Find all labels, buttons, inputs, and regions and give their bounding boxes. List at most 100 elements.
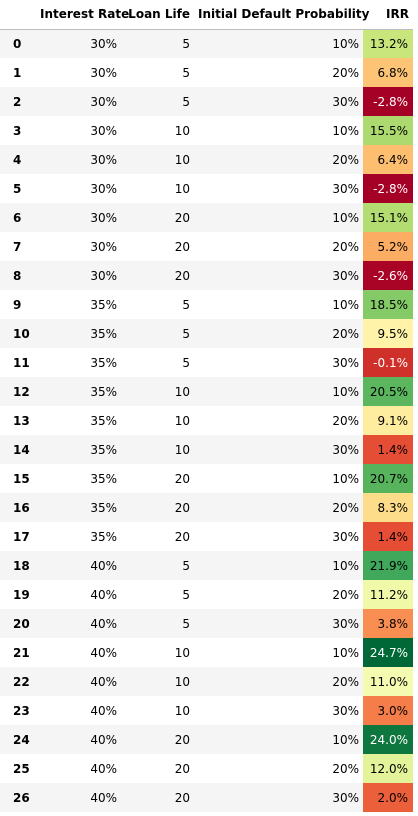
table-row: 15 35% 20 10% 20.7% xyxy=(0,464,413,493)
row-index: 7 xyxy=(13,239,22,254)
interest-rate-cell: 40% xyxy=(90,616,117,631)
interest-rate-cell: 40% xyxy=(90,645,117,660)
loan-life-cell: 20 xyxy=(174,268,190,283)
default-probability-cell: 20% xyxy=(332,152,359,167)
row-index: 15 xyxy=(13,471,30,486)
row-index: 1 xyxy=(13,65,22,80)
interest-rate-cell: 30% xyxy=(90,65,117,80)
default-probability-cell: 20% xyxy=(332,674,359,689)
default-probability-cell: 30% xyxy=(332,181,359,196)
default-probability-cell: 20% xyxy=(332,587,359,602)
irr-cell: -2.6% xyxy=(363,261,413,290)
interest-rate-cell: 35% xyxy=(90,326,117,341)
loan-life-cell: 5 xyxy=(182,326,190,341)
table-row: 0 30% 5 10% 13.2% xyxy=(0,29,413,58)
irr-cell: -2.8% xyxy=(363,174,413,203)
irr-cell: 1.4% xyxy=(363,522,413,551)
index-column-header xyxy=(0,0,36,30)
table-row: 2 30% 5 30% -2.8% xyxy=(0,87,413,116)
irr-cell: 1.4% xyxy=(363,435,413,464)
irr-cell: 2.0% xyxy=(363,783,413,812)
interest-rate-cell: 35% xyxy=(90,529,117,544)
interest-rate-cell: 30% xyxy=(90,123,117,138)
default-probability-cell: 10% xyxy=(332,36,359,51)
interest-rate-cell: 40% xyxy=(90,790,117,805)
row-index: 13 xyxy=(13,413,30,428)
irr-cell: 6.8% xyxy=(363,58,413,87)
interest-rate-cell: 35% xyxy=(90,297,117,312)
default-probability-cell: 30% xyxy=(332,703,359,718)
row-index: 4 xyxy=(13,152,22,167)
row-index: 6 xyxy=(13,210,22,225)
irr-cell: 24.0% xyxy=(363,725,413,754)
table-row: 1 30% 5 20% 6.8% xyxy=(0,58,413,87)
default-probability-cell: 20% xyxy=(332,65,359,80)
default-probability-cell: 30% xyxy=(332,529,359,544)
loan-life-cell: 5 xyxy=(182,65,190,80)
loan-life-cell: 20 xyxy=(174,790,190,805)
interest-rate-cell: 40% xyxy=(90,587,117,602)
table-row: 5 30% 10 30% -2.8% xyxy=(0,174,413,203)
row-index: 22 xyxy=(13,674,30,689)
table-row: 3 30% 10 10% 15.5% xyxy=(0,116,413,145)
irr-column-header: IRR xyxy=(363,0,413,30)
default-probability-cell: 20% xyxy=(332,239,359,254)
table-row: 25 40% 20 20% 12.0% xyxy=(0,754,413,783)
row-index: 8 xyxy=(13,268,22,283)
irr-cell: 20.7% xyxy=(363,464,413,493)
loan-life-cell: 5 xyxy=(182,36,190,51)
interest-rate-cell: 30% xyxy=(90,36,117,51)
loan-life-cell: 20 xyxy=(174,761,190,776)
table-row: 9 35% 5 10% 18.5% xyxy=(0,290,413,319)
default-probability-cell: 30% xyxy=(332,355,359,370)
row-index: 21 xyxy=(13,645,30,660)
row-index: 24 xyxy=(13,732,30,747)
default-probability-cell: 20% xyxy=(332,761,359,776)
loan-life-cell: 5 xyxy=(182,587,190,602)
irr-cell: 12.0% xyxy=(363,754,413,783)
loan-life-cell: 20 xyxy=(174,471,190,486)
table-row: 21 40% 10 10% 24.7% xyxy=(0,638,413,667)
default-probability-cell: 30% xyxy=(332,616,359,631)
irr-cell: 21.9% xyxy=(363,551,413,580)
row-index: 18 xyxy=(13,558,30,573)
irr-cell: 5.2% xyxy=(363,232,413,261)
default-probability-cell: 10% xyxy=(332,558,359,573)
row-index: 16 xyxy=(13,500,30,515)
row-index: 19 xyxy=(13,587,30,602)
default-probability-cell: 20% xyxy=(332,326,359,341)
interest-rate-cell: 40% xyxy=(90,761,117,776)
default-probability-cell: 30% xyxy=(332,268,359,283)
default-probability-cell: 10% xyxy=(332,645,359,660)
loan-life-cell: 20 xyxy=(174,732,190,747)
row-index: 25 xyxy=(13,761,30,776)
loan-life-cell: 5 xyxy=(182,297,190,312)
initial-default-probability-column-header: Initial Default Probability xyxy=(194,0,369,30)
row-index: 12 xyxy=(13,384,30,399)
table-row: 4 30% 10 20% 6.4% xyxy=(0,145,413,174)
default-probability-cell: 10% xyxy=(332,471,359,486)
irr-cell: 3.0% xyxy=(363,696,413,725)
table-row: 19 40% 5 20% 11.2% xyxy=(0,580,413,609)
loan-life-cell: 5 xyxy=(182,355,190,370)
table-row: 17 35% 20 30% 1.4% xyxy=(0,522,413,551)
row-index: 2 xyxy=(13,94,22,109)
table-row: 20 40% 5 30% 3.8% xyxy=(0,609,413,638)
loan-life-cell: 10 xyxy=(174,413,190,428)
loan-life-cell: 10 xyxy=(174,152,190,167)
table-row: 26 40% 20 30% 2.0% xyxy=(0,783,413,812)
irr-cell: 13.2% xyxy=(363,29,413,58)
loan-life-cell: 5 xyxy=(182,94,190,109)
table-row: 13 35% 10 20% 9.1% xyxy=(0,406,413,435)
row-index: 17 xyxy=(13,529,30,544)
irr-cell: 3.8% xyxy=(363,609,413,638)
loan-life-cell: 10 xyxy=(174,645,190,660)
loan-life-cell: 5 xyxy=(182,616,190,631)
loan-life-cell: 10 xyxy=(174,674,190,689)
interest-rate-cell: 30% xyxy=(90,94,117,109)
loan-life-cell: 20 xyxy=(174,210,190,225)
default-probability-cell: 10% xyxy=(332,210,359,225)
row-index: 0 xyxy=(13,36,22,51)
irr-cell: 9.1% xyxy=(363,406,413,435)
